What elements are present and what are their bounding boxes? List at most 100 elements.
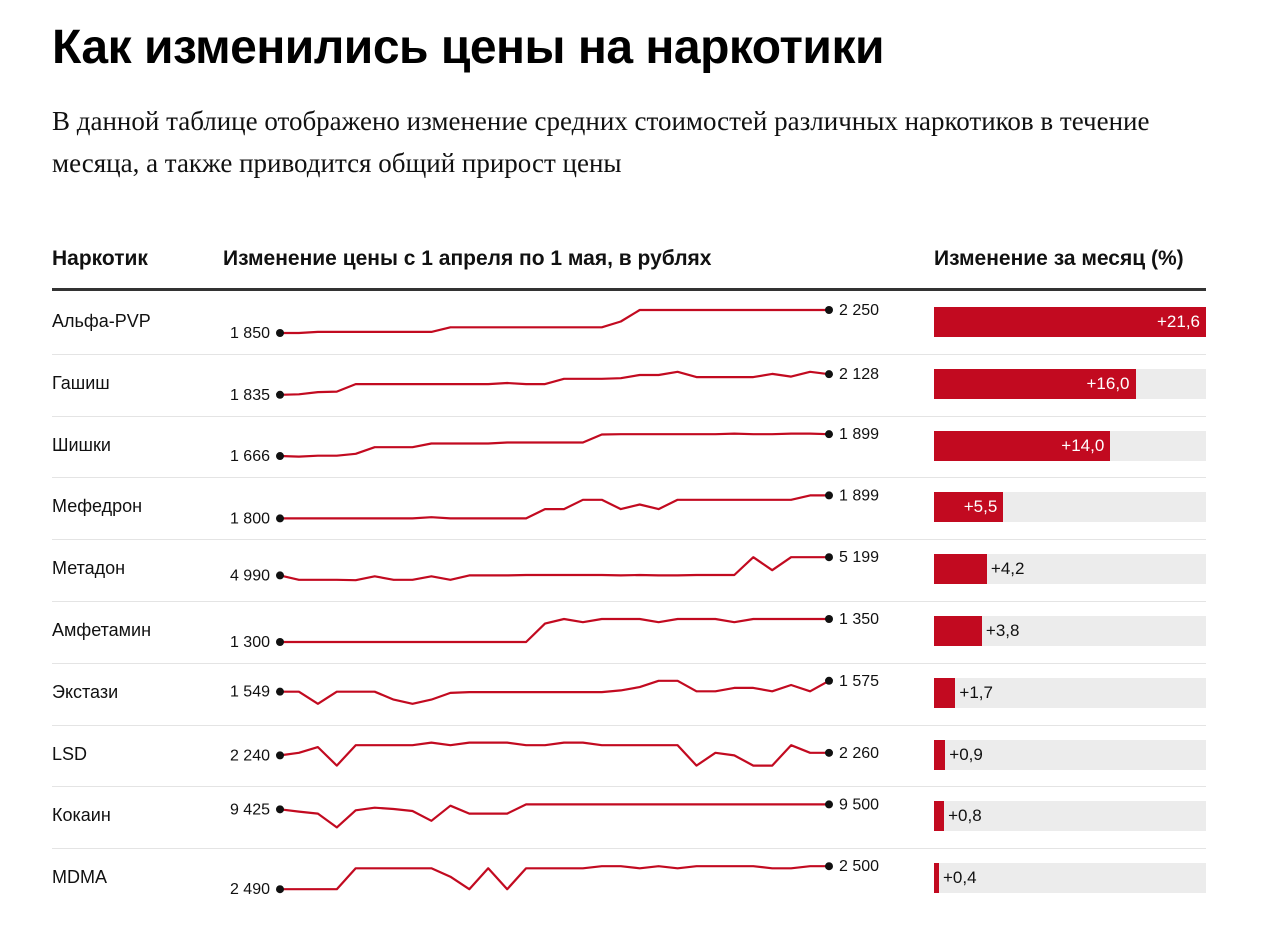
drug-name: Метадон: [52, 558, 126, 579]
percent-bar-fill: [934, 616, 982, 646]
percent-label: +5,5: [963, 497, 998, 517]
percent-bar-track: +0,4: [934, 863, 1206, 894]
end-point-dot: [825, 800, 833, 809]
percent-label: +3,8: [985, 621, 1020, 640]
drug-name: Кокаин: [52, 805, 111, 826]
drug-name: Гашиш: [52, 372, 110, 393]
end-point-dot: [825, 553, 833, 562]
end-price-label: 2 250: [839, 302, 879, 319]
end-price-label: 1 350: [839, 611, 879, 628]
end-point-dot: [825, 615, 833, 623]
start-point-dot: [276, 390, 284, 399]
price-sparkline: [279, 432, 830, 458]
percent-label: +21,6: [1156, 312, 1200, 331]
start-point-dot: [276, 452, 284, 461]
start-price-label: 1 300: [230, 634, 270, 651]
start-price-label: 1 835: [230, 387, 270, 404]
percent-bar-track: +0,9: [934, 739, 1206, 770]
end-price-label: 1 899: [839, 487, 879, 504]
row-separator: [52, 662, 1206, 664]
drug-name: LSD: [52, 743, 88, 764]
percent-label: +16,0: [1086, 373, 1130, 393]
price-sparkline: [279, 741, 829, 767]
price-sparkline: [279, 370, 830, 396]
column-header-percent: Изменение за месяц (%): [934, 247, 1184, 270]
percent-bar-track: +16,0: [934, 368, 1206, 399]
percent-label: +0,9: [949, 744, 983, 764]
percent-bar-fill: [934, 801, 945, 832]
price-sparkline: [279, 803, 829, 829]
price-sparkline: [280, 308, 829, 335]
percent-bar-fill: [934, 430, 1111, 461]
end-price-label: 9 500: [839, 796, 879, 813]
percent-bar-fill: [934, 307, 1206, 337]
column-header-price-change: Изменение цены с 1 апреля по 1 мая, в ру…: [223, 247, 712, 270]
drug-name: MDMA: [52, 867, 107, 888]
start-price-label: 9 425: [230, 801, 270, 818]
end-price-label: 1 575: [839, 673, 879, 690]
percent-bar-track: +5,5: [934, 492, 1206, 523]
start-point-dot: [276, 329, 284, 337]
row-separator: [52, 601, 1206, 602]
header-rule: [52, 288, 1206, 291]
start-point-dot: [276, 571, 284, 580]
page-subtitle: В данной таблице отображено изменение ср…: [52, 106, 1150, 178]
end-price-label: 5 199: [839, 549, 879, 566]
end-price-label: 2 128: [839, 366, 879, 383]
percent-bar-track: +3,8: [934, 616, 1206, 646]
row-separator: [52, 848, 1206, 850]
percent-bar-fill: [934, 492, 1004, 523]
end-point-dot: [825, 430, 833, 439]
start-price-label: 1 800: [230, 510, 270, 527]
row-separator: [52, 539, 1206, 541]
price-sparkline: [279, 556, 829, 582]
price-sparkline: [280, 494, 829, 520]
drug-name: Экстази: [52, 681, 119, 702]
percent-bar-fill: [934, 677, 956, 708]
percent-bar-track: +21,6: [934, 307, 1206, 337]
start-point-dot: [276, 687, 284, 696]
end-price-label: 2 500: [839, 858, 879, 875]
start-price-label: 1 850: [230, 325, 270, 342]
percent-label: +0,8: [948, 806, 982, 826]
start-point-dot: [276, 751, 284, 760]
end-price-label: 2 260: [839, 745, 879, 762]
end-point-dot: [825, 862, 833, 871]
price-sparkline: [280, 865, 829, 891]
price-sparkline: [280, 679, 830, 705]
percent-bar-fill: [934, 739, 946, 770]
percent-bar-fill: [934, 368, 1136, 399]
price-sparkline: [280, 617, 829, 644]
start-point-dot: [276, 514, 284, 523]
column-header-drug: Наркотик: [52, 247, 148, 270]
end-point-dot: [825, 306, 833, 314]
start-point-dot: [276, 638, 284, 646]
page-title: Как изменились цены на наркотики: [52, 21, 884, 74]
percent-label: +0,4: [943, 868, 977, 888]
start-point-dot: [276, 885, 284, 894]
percent-bar-track: +1,7: [934, 677, 1206, 708]
row-separator: [52, 477, 1206, 479]
start-price-label: 1 549: [230, 684, 270, 701]
row-separator: [52, 724, 1206, 726]
drug-name: Мефедрон: [52, 496, 143, 517]
start-price-label: 2 240: [230, 747, 270, 764]
end-point-dot: [825, 676, 833, 685]
percent-label: +4,2: [990, 559, 1025, 579]
start-price-label: 4 990: [230, 567, 270, 584]
drug-name: Амфетамин: [52, 620, 152, 640]
start-price-label: 2 490: [230, 881, 270, 898]
percent-bar-track: +0,8: [934, 801, 1206, 832]
percent-bar-track: +14,0: [934, 430, 1206, 461]
row-separator: [52, 786, 1206, 788]
end-point-dot: [825, 370, 833, 379]
percent-bar-fill: [934, 863, 939, 894]
end-point-dot: [825, 491, 833, 500]
percent-label: +1,7: [959, 682, 993, 702]
drug-name: Шишки: [52, 434, 111, 455]
drug-name: Альфа-PVP: [52, 311, 151, 331]
row-separator: [52, 353, 1206, 355]
percent-bar-fill: [934, 554, 987, 585]
start-price-label: 1 666: [230, 448, 270, 465]
